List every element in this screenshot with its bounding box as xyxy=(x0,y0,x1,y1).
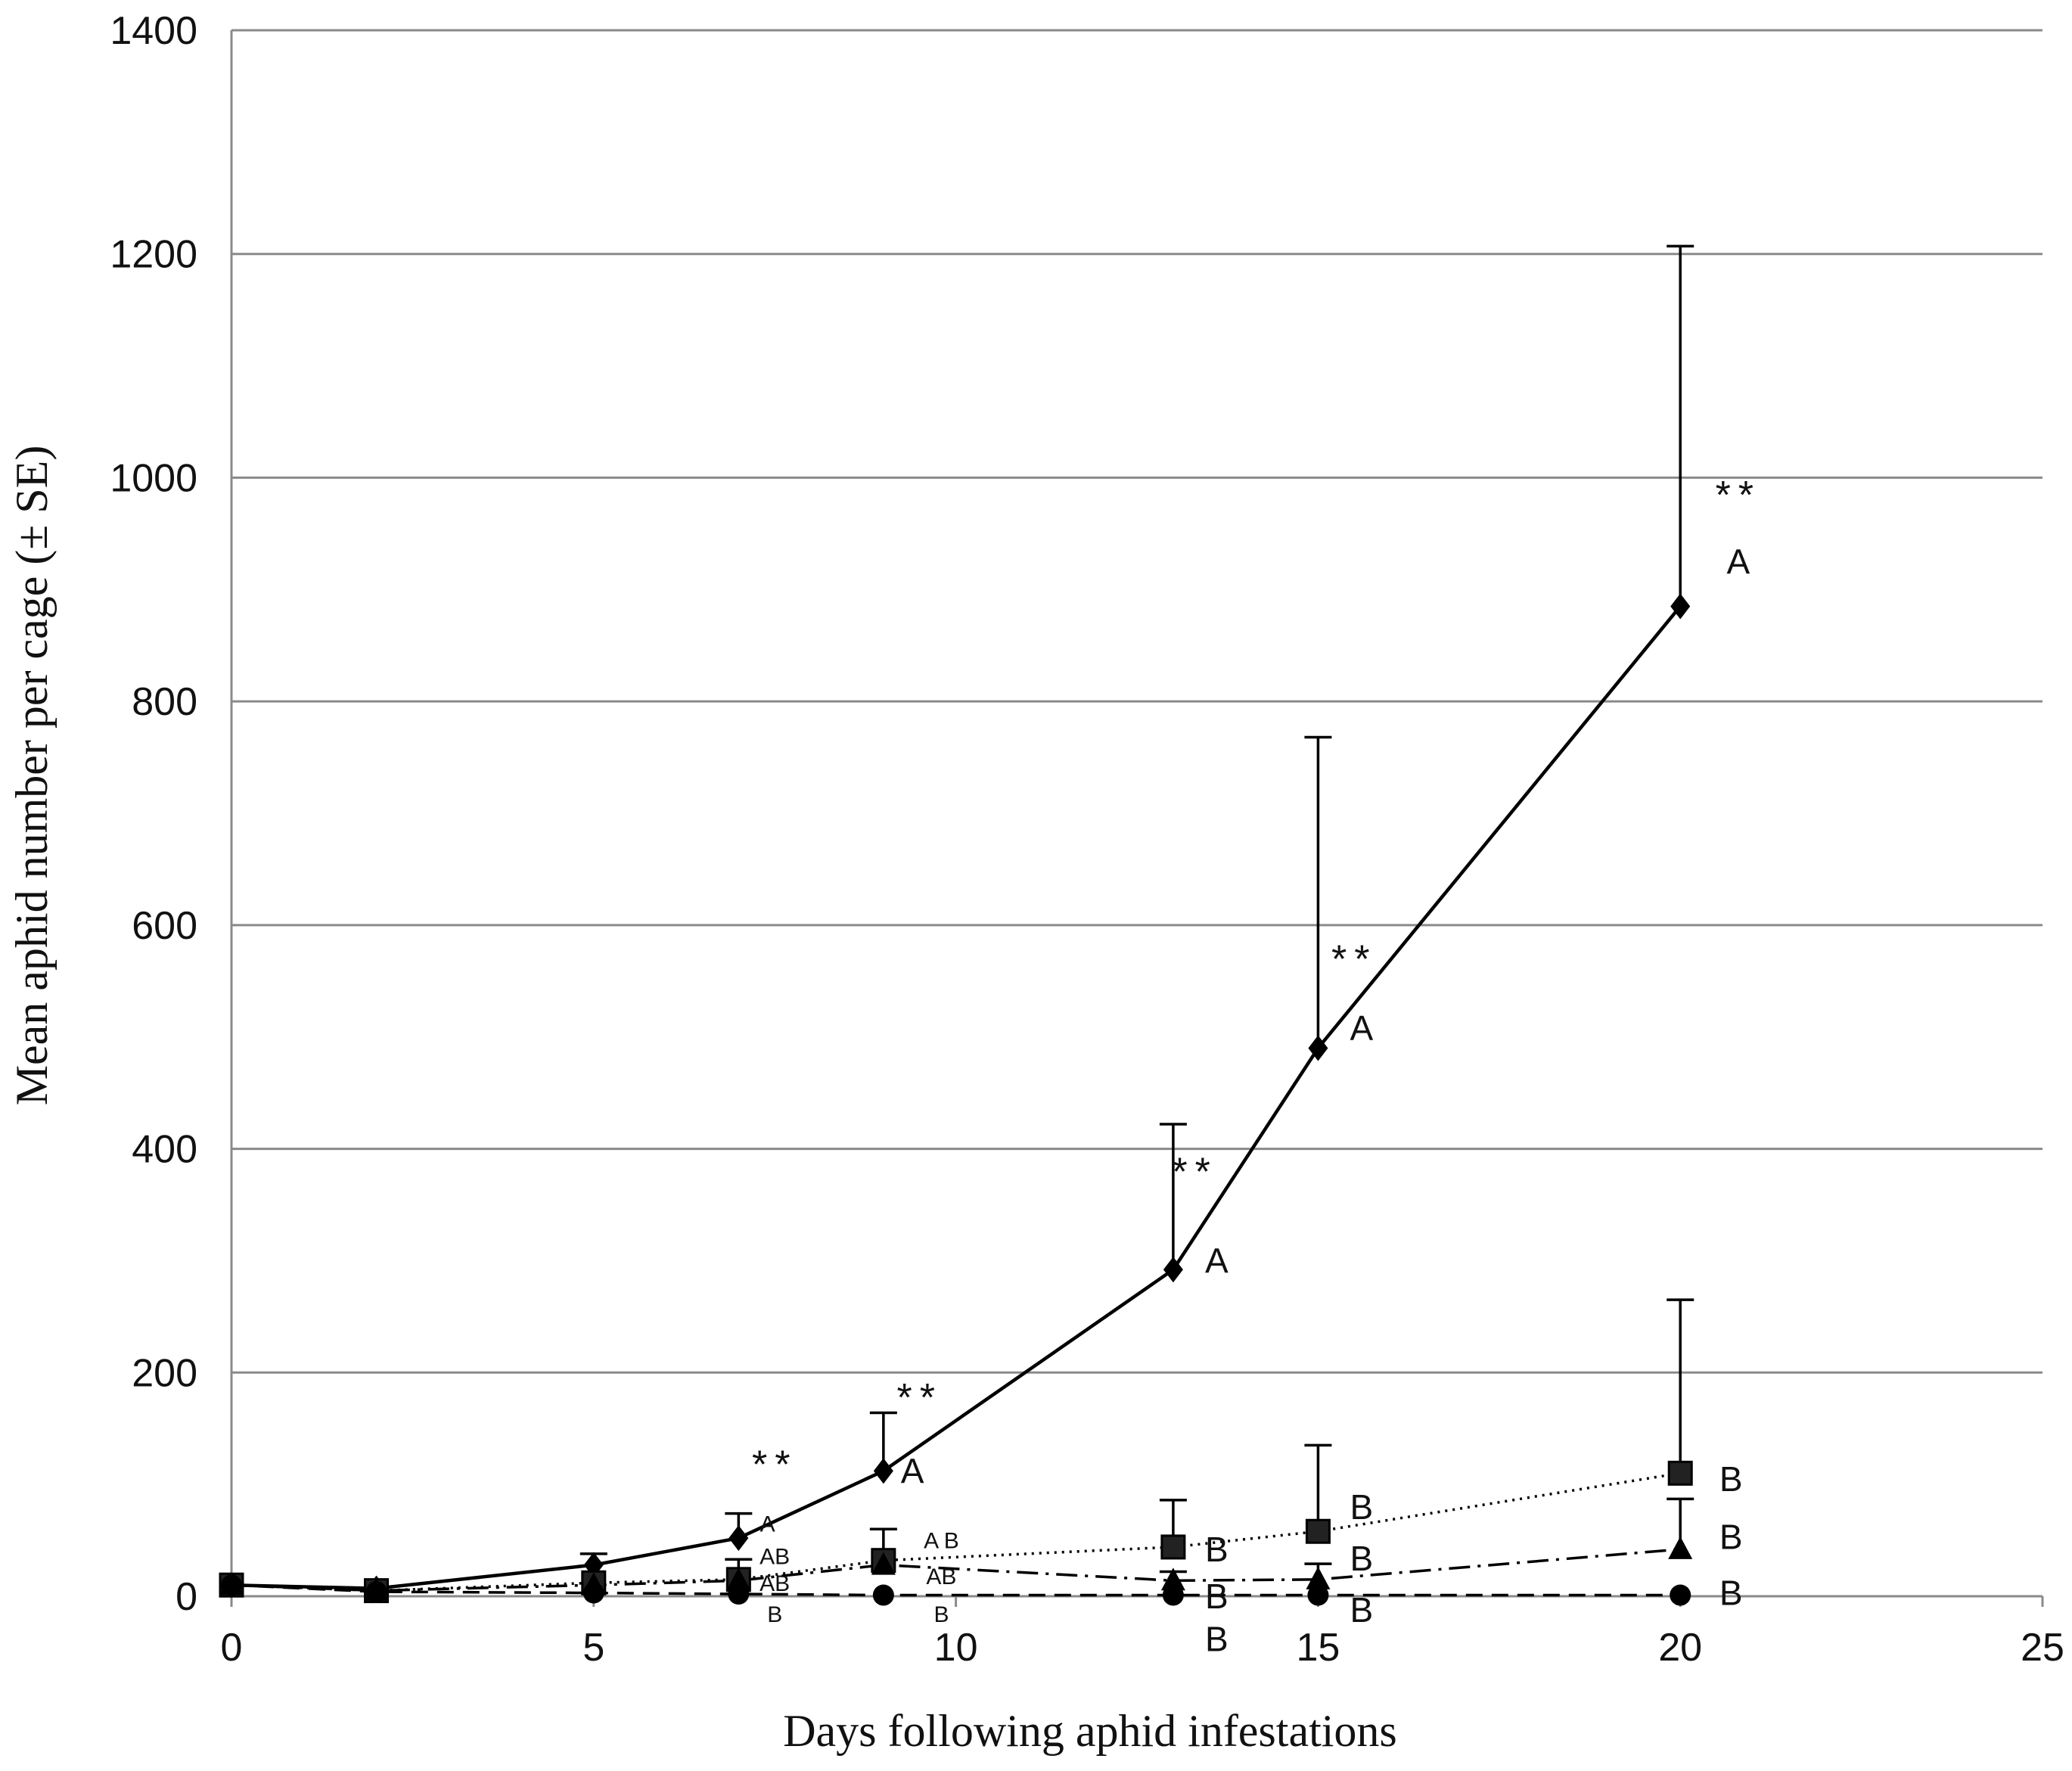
diamond-marker xyxy=(1163,1257,1183,1283)
x-tick-label: 20 xyxy=(1658,1626,1702,1670)
gridlines xyxy=(231,29,2042,1374)
series-line-triangle xyxy=(231,1548,1681,1592)
letter-group-label: B xyxy=(1205,1619,1229,1658)
y-tick-labels: 0 200 400 600 800 1000 1200 1400 xyxy=(110,9,197,1619)
x-tick-label: 5 xyxy=(582,1626,604,1670)
square-marker xyxy=(1667,1460,1693,1486)
letter-group-label: A xyxy=(901,1452,924,1491)
y-tick-label: 0 xyxy=(176,1575,197,1619)
x-tick-label: 10 xyxy=(934,1626,978,1670)
significance-stars: ** xyxy=(896,1376,942,1420)
x-tick-label: 15 xyxy=(1296,1626,1340,1670)
series-markers xyxy=(219,593,1693,1606)
diamond-marker xyxy=(1670,593,1691,620)
letter-group-label: B xyxy=(1205,1530,1229,1569)
letter-group-label: A xyxy=(1205,1241,1229,1281)
circle-marker xyxy=(1162,1584,1184,1606)
significance-stars: ** xyxy=(1716,474,1761,517)
circle-marker xyxy=(365,1581,387,1603)
circle-marker xyxy=(728,1583,750,1605)
significance-stars: ** xyxy=(1331,937,1377,981)
x-tick-label: 25 xyxy=(2021,1626,2064,1670)
series-line-circle xyxy=(231,1583,1681,1597)
letter-group-label: B xyxy=(1350,1539,1374,1578)
letter-group-label: B xyxy=(1205,1577,1229,1616)
triangle-marker xyxy=(1306,1566,1331,1589)
x-tick-labels: 0 5 10 15 20 25 xyxy=(221,1626,2064,1670)
x-tick-label: 0 xyxy=(221,1626,243,1670)
y-tick-label: 400 xyxy=(132,1128,197,1172)
diamond-marker xyxy=(728,1525,749,1552)
letter-group-label: AB xyxy=(760,1571,790,1596)
circle-marker xyxy=(582,1582,604,1604)
square-marker xyxy=(1305,1518,1331,1544)
letter-group-label: B xyxy=(1719,1459,1743,1499)
circle-marker xyxy=(1307,1584,1329,1606)
triangle-marker xyxy=(1668,1536,1693,1559)
y-tick-label: 800 xyxy=(132,680,197,724)
significance-stars: ** xyxy=(1172,1150,1217,1194)
triangle-marker xyxy=(1160,1567,1185,1591)
y-tick-label: 1200 xyxy=(110,233,197,277)
x-axis-title: Days following aphid infestations xyxy=(783,1706,1397,1756)
diamond-marker xyxy=(1308,1035,1328,1061)
y-tick-label: 1000 xyxy=(110,456,197,500)
letter-group-label: B xyxy=(1719,1518,1743,1557)
y-tick-label: 1400 xyxy=(110,9,197,53)
significance-stars: ** xyxy=(752,1443,797,1487)
series-lines xyxy=(231,605,1682,1597)
triangle-marker xyxy=(726,1567,751,1591)
y-axis-title: Mean aphid number per cage (± SE) xyxy=(7,446,57,1106)
circle-marker xyxy=(221,1574,242,1596)
letter-group-label: AB xyxy=(760,1544,790,1569)
diamond-marker xyxy=(873,1458,893,1484)
letter-group-label: B xyxy=(933,1602,949,1627)
letter-group-label: B xyxy=(1719,1574,1743,1613)
error-bars xyxy=(579,244,1695,1581)
letter-group-label: B xyxy=(1350,1590,1374,1630)
circle-marker xyxy=(1670,1584,1691,1606)
circle-marker xyxy=(872,1584,894,1606)
triangle-marker xyxy=(871,1552,896,1575)
series-line-diamond xyxy=(231,605,1682,1590)
letter-group-label: B xyxy=(767,1602,782,1627)
letter-group-label: A xyxy=(760,1512,775,1536)
square-marker xyxy=(1160,1534,1186,1560)
letter-group-label: A xyxy=(1726,542,1750,581)
letter-group-label: A B xyxy=(924,1529,959,1554)
letter-group-label: A xyxy=(1350,1008,1374,1048)
letter-group-label: AB xyxy=(926,1564,956,1589)
y-tick-label: 600 xyxy=(132,904,197,948)
letter-group-label: B xyxy=(1350,1487,1374,1527)
axes xyxy=(230,30,2044,1607)
y-tick-label: 200 xyxy=(132,1351,197,1395)
